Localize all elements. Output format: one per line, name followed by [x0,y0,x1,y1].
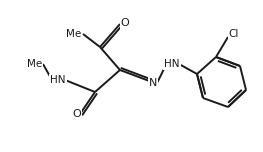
Text: O: O [121,18,129,28]
Text: N: N [149,78,157,88]
Text: Me: Me [66,29,82,39]
Text: HN: HN [164,59,180,69]
Text: HN: HN [50,75,66,85]
Text: Cl: Cl [229,29,239,39]
Text: Me: Me [27,59,43,69]
Text: O: O [73,109,81,119]
